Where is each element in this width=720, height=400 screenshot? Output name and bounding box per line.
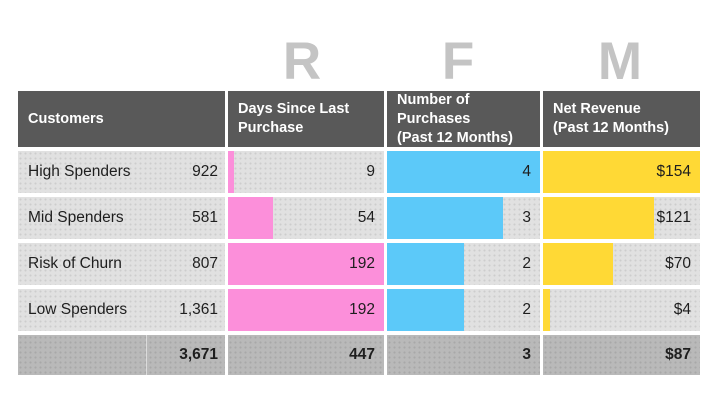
recency-bar xyxy=(228,197,274,239)
recency-cell: 192 xyxy=(228,289,384,331)
header-days-line2: Purchase xyxy=(238,120,304,136)
segment-label: Risk of Churn xyxy=(28,255,122,272)
totals-days: 447 xyxy=(349,346,375,363)
segment-cell-low-spenders: Low Spenders 1,361 xyxy=(18,289,225,331)
header-number-of-purchases: Number of Purchases (Past 12 Months) xyxy=(387,91,540,147)
segment-cell-high-spenders: High Spenders 922 xyxy=(18,151,225,193)
frequency-letter: F xyxy=(441,32,475,91)
monetary-value: $121 xyxy=(656,209,691,226)
totals-monetary-cell: $87 xyxy=(543,335,700,375)
rfm-column-letters: R F M xyxy=(18,0,700,89)
segment-label: High Spenders xyxy=(28,163,131,180)
customer-count: 807 xyxy=(192,255,218,272)
monetary-cell: $121 xyxy=(543,197,700,239)
recency-value: 192 xyxy=(349,255,375,272)
frequency-bar xyxy=(387,197,504,239)
totals-customers-cell: 3,671 xyxy=(18,335,225,375)
frequency-value: 3 xyxy=(522,209,531,226)
frequency-value: 2 xyxy=(522,301,531,318)
header-net-revenue: Net Revenue (Past 12 Months) xyxy=(543,91,700,147)
recency-cell: 54 xyxy=(228,197,384,239)
frequency-cell: 4 xyxy=(387,151,540,193)
totals-revenue: $87 xyxy=(665,346,691,363)
header-days-line1: Days Since Last xyxy=(238,101,350,117)
monetary-value: $154 xyxy=(656,163,691,180)
header-customers-line1: Customers xyxy=(28,110,104,127)
frequency-bar xyxy=(387,151,540,193)
monetary-bar xyxy=(543,289,551,331)
frequency-value: 4 xyxy=(522,163,531,180)
frequency-cell: 2 xyxy=(387,289,540,331)
header-purchases-line1: Number of Purchases xyxy=(397,91,471,127)
monetary-letter: M xyxy=(597,32,643,91)
monetary-cell: $70 xyxy=(543,243,700,285)
monetary-bar xyxy=(543,151,700,193)
header-purchases-line2: (Past 12 Months) xyxy=(397,129,514,146)
recency-bar xyxy=(228,289,384,331)
frequency-cell: 3 xyxy=(387,197,540,239)
customer-count: 581 xyxy=(192,209,218,226)
recency-cell: 192 xyxy=(228,243,384,285)
monetary-value: $4 xyxy=(673,301,691,318)
recency-value: 9 xyxy=(366,163,375,180)
monetary-cell: $154 xyxy=(543,151,700,193)
segment-label: Mid Spenders xyxy=(28,209,124,226)
header-customers: Customers xyxy=(18,91,225,147)
segment-label: Low Spenders xyxy=(28,301,128,318)
recency-bar xyxy=(228,243,384,285)
frequency-cell: 2 xyxy=(387,243,540,285)
totals-recency-cell: 447 xyxy=(228,335,384,375)
recency-value: 54 xyxy=(357,209,375,226)
monetary-cell: $4 xyxy=(543,289,700,331)
frequency-value: 2 xyxy=(522,255,531,272)
totals-purchases: 3 xyxy=(522,346,531,363)
segment-cell-risk-of-churn: Risk of Churn 807 xyxy=(18,243,225,285)
header-revenue-line1: Net Revenue xyxy=(553,101,641,117)
segment-cell-mid-spenders: Mid Spenders 581 xyxy=(18,197,225,239)
customer-count: 1,361 xyxy=(179,301,218,318)
recency-bar xyxy=(228,151,235,193)
recency-letter: R xyxy=(282,32,322,91)
header-days-since-last-purchase: Days Since Last Purchase xyxy=(228,91,384,147)
recency-cell: 9 xyxy=(228,151,384,193)
monetary-value: $70 xyxy=(665,255,691,272)
monetary-bar xyxy=(543,197,655,239)
rfm-table: Customers Days Since Last Purchase Numbe… xyxy=(18,91,700,375)
totals-frequency-cell: 3 xyxy=(387,335,540,375)
frequency-bar xyxy=(387,289,464,331)
recency-value: 192 xyxy=(349,301,375,318)
totals-customers: 3,671 xyxy=(179,346,218,363)
customer-count: 922 xyxy=(192,163,218,180)
header-revenue-line2: (Past 12 Months) xyxy=(553,120,670,136)
monetary-bar xyxy=(543,243,613,285)
frequency-bar xyxy=(387,243,464,285)
